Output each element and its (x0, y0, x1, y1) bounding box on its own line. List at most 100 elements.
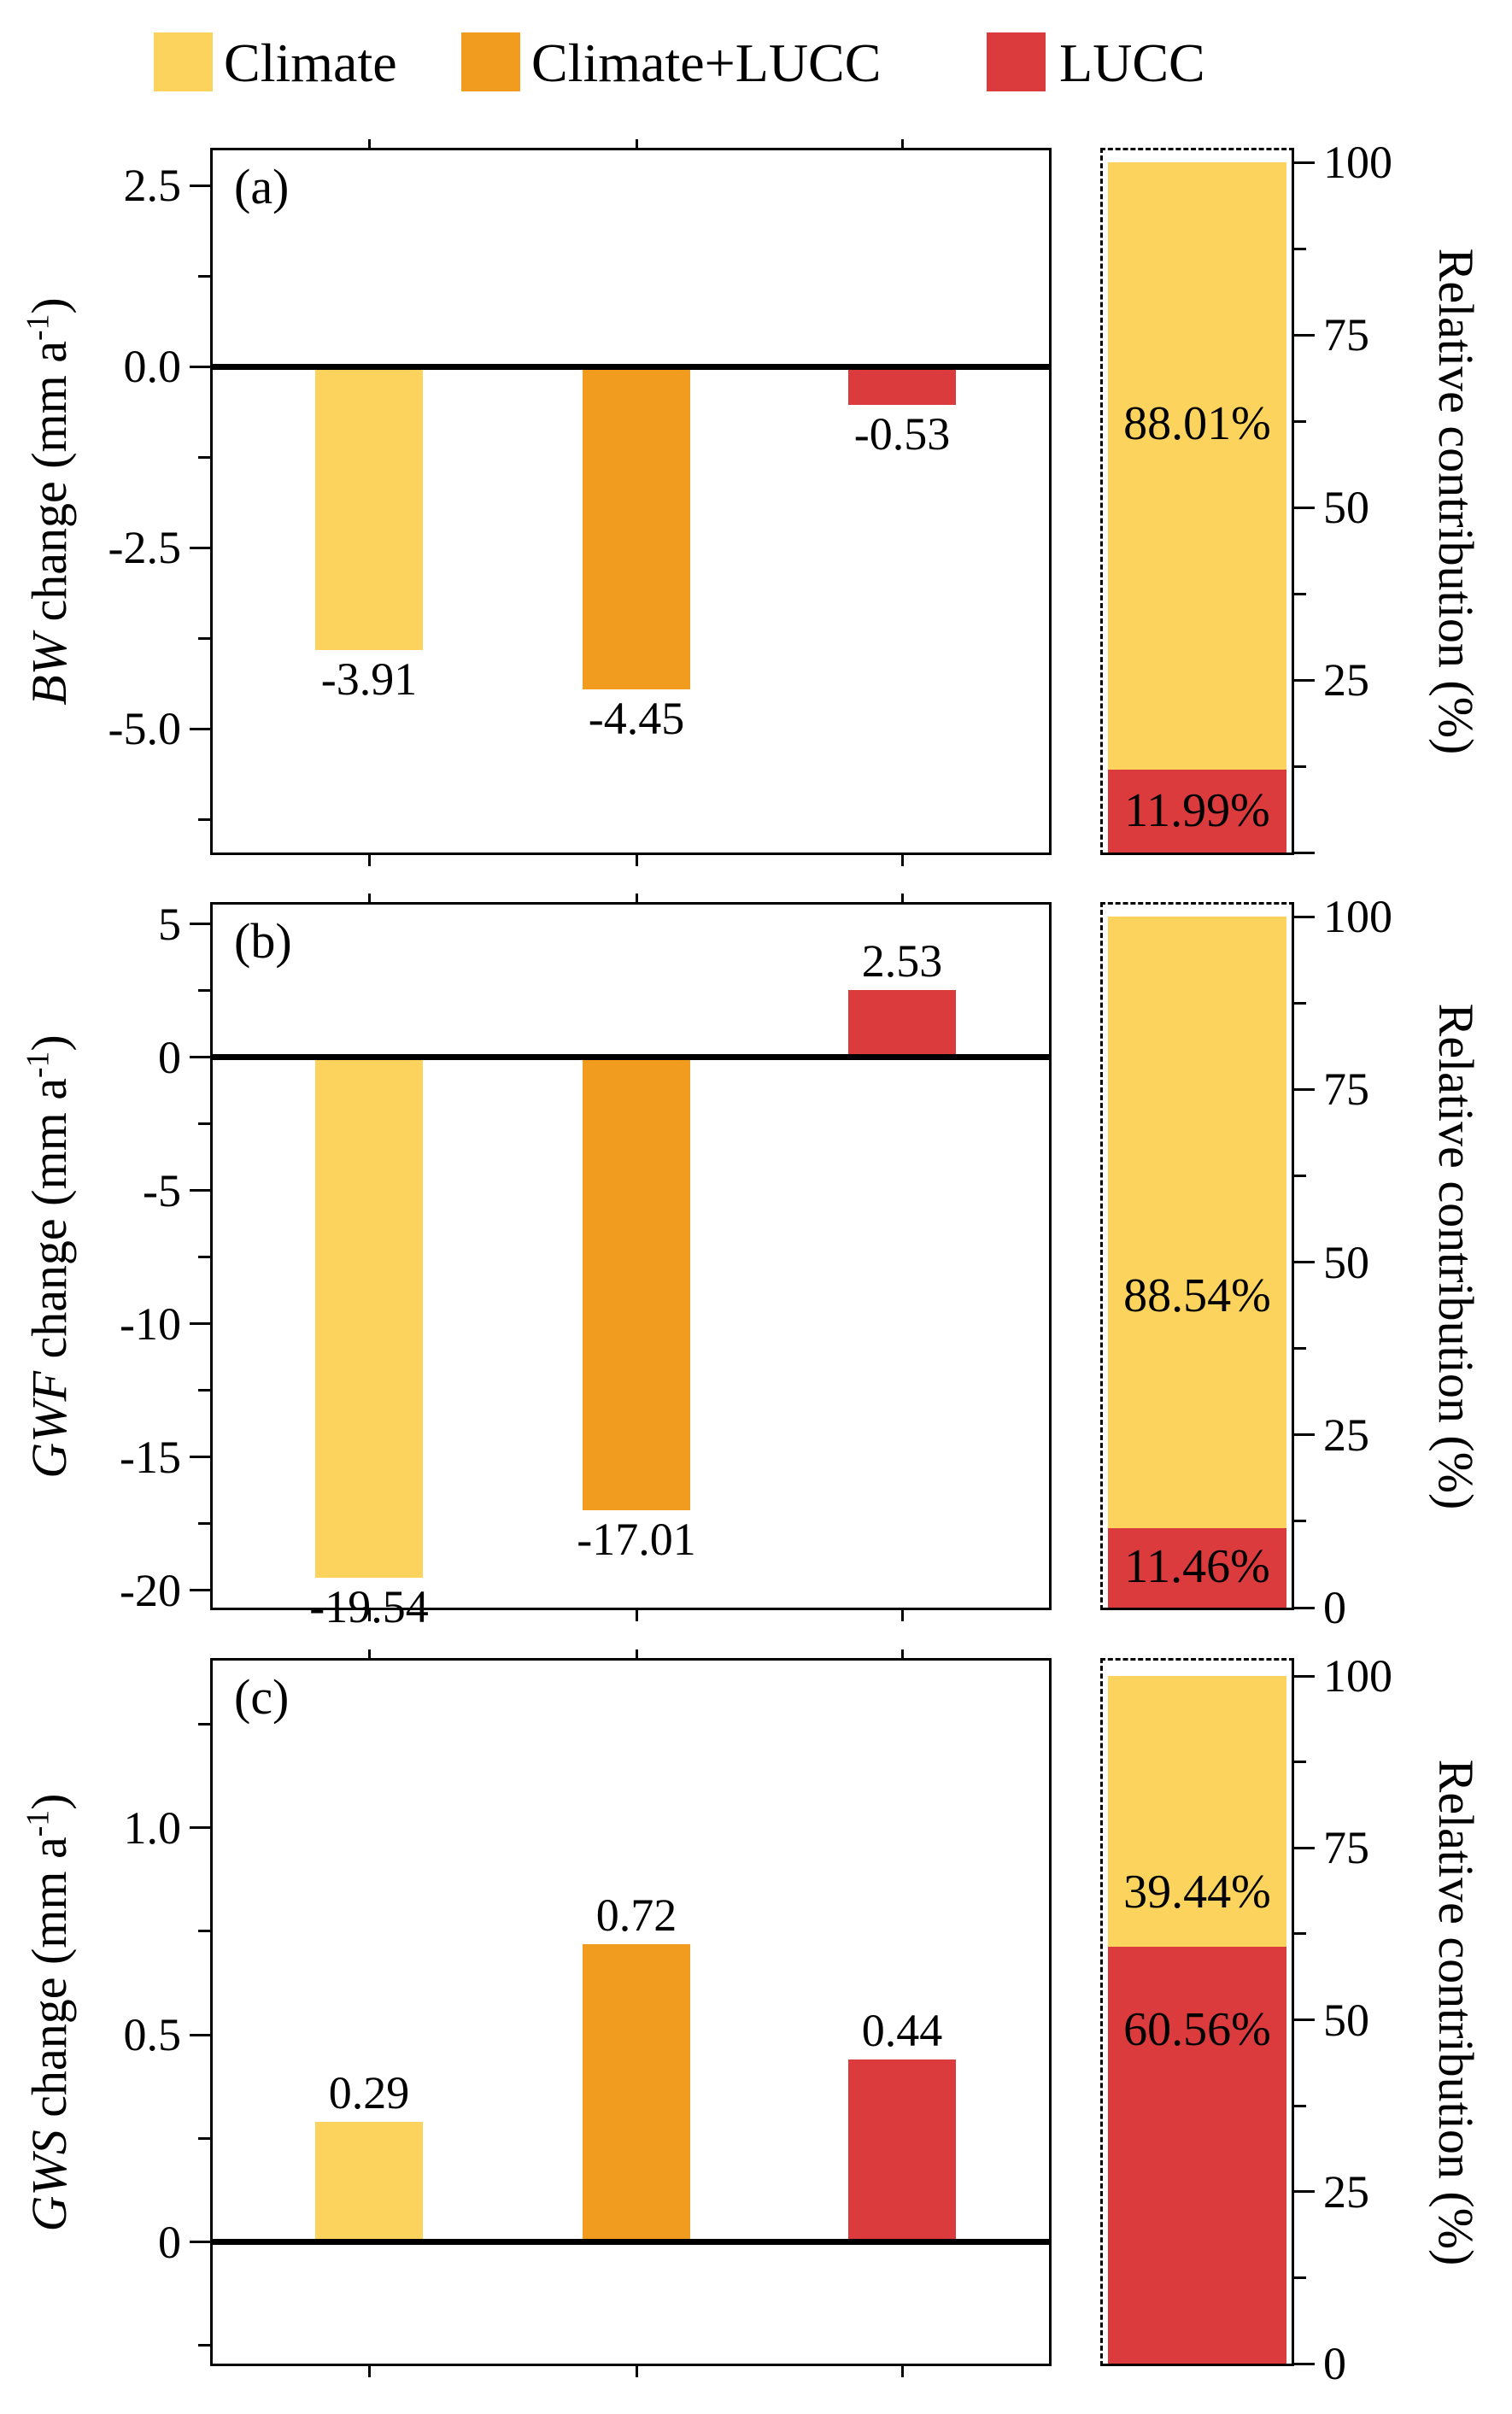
pct-major-tick (1294, 2019, 1315, 2021)
x-top-tick (900, 139, 904, 150)
pct-tick-label: 25 (1323, 1409, 1369, 1461)
contribution-frame (1100, 1658, 1294, 2366)
zero-line (210, 1054, 1052, 1061)
y-minor-tick (198, 1122, 210, 1126)
pct-tick-label: 50 (1323, 482, 1369, 533)
pct-tick-label: 25 (1323, 2165, 1369, 2218)
y-tick-label: -15 (120, 1431, 181, 1483)
y-minor-tick (198, 636, 210, 640)
legend-swatch-lucc (987, 32, 1046, 91)
bar-climate (315, 2121, 423, 2242)
pct-major-tick (1294, 161, 1315, 164)
legend-swatch-climate-lucc (461, 32, 520, 91)
bar-value-label: 2.53 (861, 935, 943, 987)
contribution-lucc-segment (1108, 1947, 1286, 2364)
y-axis-title-text: change (mm a (21, 1836, 77, 2130)
bar-value-label: 0.29 (328, 2066, 410, 2118)
legend-label-lucc: LUCC (1059, 32, 1205, 93)
bar-lucc (848, 2060, 956, 2242)
bar-lucc (848, 366, 956, 406)
x-bottom-tick (900, 855, 904, 866)
pct-major-tick (1294, 333, 1315, 337)
bar-value-label: -4.45 (588, 692, 685, 744)
bar-climate-lucc (583, 366, 690, 689)
y-tick-label: -5.0 (108, 703, 181, 755)
right-axis-title: Relative contribution (%) (1428, 1759, 1484, 2265)
bar-value-label: 0.72 (595, 1889, 677, 1941)
y-tick-label: 2.5 (123, 160, 182, 212)
pct-tick-label: 100 (1323, 1650, 1392, 1702)
y-minor-tick (198, 455, 210, 459)
right-axis-title: Relative contribution (%) (1428, 1003, 1484, 1509)
pct-tick-label: 100 (1323, 891, 1392, 942)
pct-minor-tick (1294, 2276, 1306, 2279)
bar-lucc (848, 989, 956, 1058)
x-top-tick (900, 1649, 904, 1661)
y-major-tick (190, 923, 210, 926)
bar-value-label: -17.01 (577, 1514, 696, 1566)
contribution-frame (1100, 148, 1294, 855)
pct-tick-label: 75 (1323, 309, 1369, 360)
contribution-percentage-label: 11.46% (1124, 1540, 1270, 1594)
bar-climate-lucc (583, 1943, 690, 2242)
x-bottom-tick (367, 2366, 371, 2377)
pct-tick-label: 50 (1323, 1994, 1369, 2046)
pct-minor-tick (1294, 592, 1306, 595)
main-panel-frame (210, 902, 1052, 1610)
pct-major-tick (1294, 915, 1315, 918)
pct-minor-tick (1294, 1520, 1306, 1523)
y-axis-title-close: ) (21, 297, 77, 314)
x-bottom-tick (635, 2366, 638, 2377)
y-minor-tick (198, 274, 210, 278)
pct-major-tick (1294, 1433, 1315, 1437)
contribution-lucc-segment (1108, 770, 1286, 853)
y-tick-label: 1.0 (123, 1802, 182, 1854)
y-major-tick (190, 1322, 210, 1326)
y-major-tick (190, 184, 210, 187)
contribution-climate-segment (1108, 162, 1286, 770)
contribution-percentage-label: 60.56% (1123, 2002, 1271, 2056)
pct-major-tick (1294, 678, 1315, 682)
contribution-frame (1100, 902, 1294, 1610)
x-top-tick (367, 139, 371, 150)
x-top-tick (635, 139, 638, 150)
zero-line (210, 363, 1052, 370)
bar-climate (315, 1057, 423, 1579)
y-minor-tick (198, 1256, 210, 1259)
x-top-tick (635, 1649, 638, 1661)
bar-value-label: -19.54 (309, 1581, 429, 1633)
panel-letter: (a) (234, 159, 290, 214)
y-axis-title-variable: BW (21, 634, 77, 706)
right-axis-title: Relative contribution (%) (1428, 248, 1484, 755)
pct-minor-tick (1294, 1932, 1306, 1936)
pct-minor-tick (1294, 765, 1306, 768)
contribution-percentage-label: 11.99% (1124, 783, 1270, 837)
pct-tick-label: 75 (1323, 1822, 1369, 1874)
pct-major-tick (1294, 2190, 1315, 2194)
legend-label-climate: Climate (224, 32, 397, 93)
x-bottom-tick (367, 1610, 371, 1621)
y-major-tick (190, 1456, 210, 1459)
y-major-tick (190, 2241, 210, 2244)
pct-minor-tick (1294, 2104, 1306, 2107)
y-major-tick (190, 1589, 210, 1592)
x-bottom-tick (900, 1610, 904, 1621)
y-major-tick (190, 1056, 210, 1059)
y-tick-label: -5 (143, 1164, 181, 1216)
y-tick-label: -10 (120, 1298, 181, 1350)
contribution-percentage-label: 88.54% (1123, 1269, 1271, 1322)
pct-major-tick (1294, 1261, 1315, 1263)
y-minor-tick (198, 817, 210, 821)
y-major-tick (190, 1826, 210, 1830)
pct-minor-tick (1294, 247, 1306, 250)
y-major-tick (190, 727, 210, 730)
x-bottom-tick (900, 2366, 904, 2377)
x-bottom-tick (635, 855, 638, 866)
pct-minor-tick (1294, 419, 1306, 423)
pct-tick-label: 75 (1323, 1063, 1369, 1116)
x-bottom-tick (367, 855, 371, 866)
y-major-tick (190, 546, 210, 549)
pct-tick-label: 25 (1323, 654, 1369, 706)
main-panel-frame (210, 148, 1052, 855)
